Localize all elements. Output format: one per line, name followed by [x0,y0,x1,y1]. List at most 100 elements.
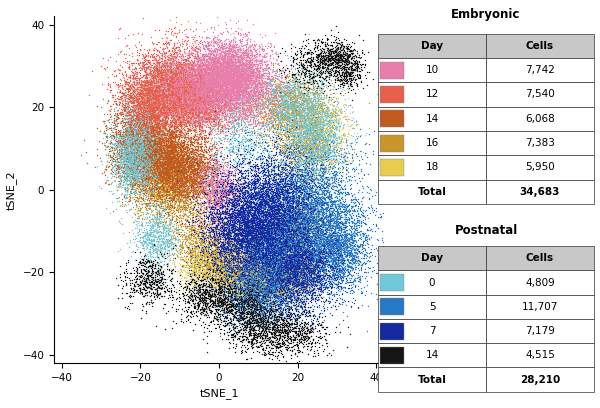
Point [237,266,247,272]
Point [245,310,254,317]
Point [341,171,351,177]
Point [331,247,340,253]
Point [330,124,340,131]
Point [350,89,360,96]
Point [234,221,244,228]
Point [254,281,264,287]
Point [107,140,116,147]
Point [178,91,188,98]
Point [331,22,341,29]
Point [336,258,346,265]
Point [184,140,193,147]
Point [263,160,273,166]
Point [198,280,208,287]
Point [304,176,313,182]
Point [149,106,158,112]
Point [217,250,226,257]
Point [262,271,272,277]
Point [206,81,216,88]
Point [127,126,136,133]
Point [308,270,317,276]
Point [319,122,328,128]
Point [191,258,201,264]
Point [136,118,146,125]
Point [116,105,126,112]
Point [164,175,174,181]
Point [224,49,233,56]
Point [206,171,215,178]
Point [321,147,331,154]
Point [114,83,124,89]
Point [304,137,314,143]
Point [247,238,256,245]
Point [139,175,148,182]
Point [255,302,265,309]
Point [286,256,296,262]
Point [292,138,301,144]
Point [230,80,239,86]
Point [173,100,183,107]
Point [185,79,194,85]
Point [135,149,145,155]
Point [299,193,308,199]
Point [151,138,161,144]
Point [193,102,203,109]
Point [278,251,287,257]
Point [311,157,321,163]
Point [321,231,331,237]
Point [241,261,251,268]
Point [287,192,296,199]
Point [256,119,266,125]
Point [219,260,229,266]
Point [232,164,242,170]
Point [275,265,285,272]
Point [333,278,343,284]
Point [168,160,178,167]
Point [228,273,238,279]
Point [218,105,227,111]
Point [167,143,177,150]
Point [281,90,291,96]
Point [149,127,159,134]
Point [259,219,268,225]
Point [157,109,166,115]
Point [288,199,298,205]
Point [271,317,281,324]
Point [151,202,161,208]
Point [283,178,292,184]
Point [165,173,175,180]
Point [126,120,136,126]
Point [122,169,131,176]
Point [202,301,212,308]
Point [306,280,316,286]
Point [193,139,203,146]
Point [131,173,140,180]
Point [169,182,178,188]
Point [248,235,258,241]
Point [247,89,256,95]
Point [194,61,204,67]
Point [212,171,221,178]
Point [266,96,276,102]
Point [217,188,226,195]
Point [228,267,238,274]
Point [166,184,176,191]
Point [269,167,278,173]
Point [137,149,147,155]
Point [151,149,160,155]
Point [134,188,143,195]
Point [305,97,314,103]
Point [188,282,198,289]
Point [184,61,193,67]
Point [144,160,154,166]
Point [313,148,323,154]
Point [247,303,256,310]
Point [299,330,309,337]
Point [254,208,263,215]
Point [155,291,164,297]
Point [143,122,153,129]
Point [269,287,278,293]
Point [296,237,305,244]
Point [320,213,330,220]
Point [194,97,204,103]
